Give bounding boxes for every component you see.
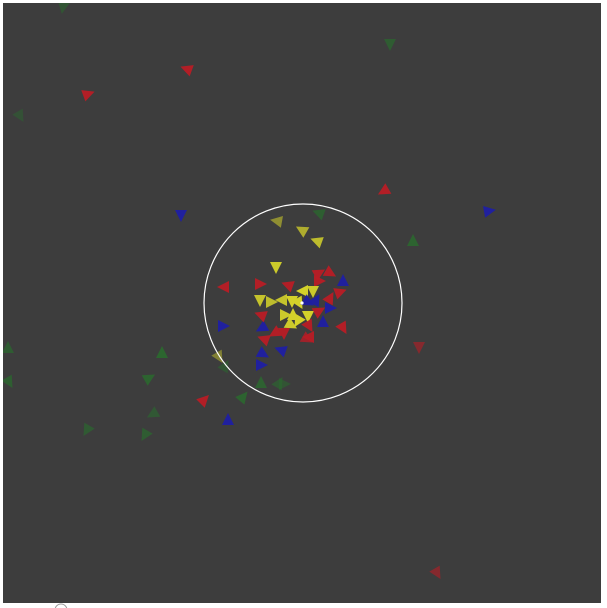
agent-green (57, 3, 70, 14)
agent-red (311, 307, 326, 319)
agent-blue (308, 293, 320, 308)
agent-red (322, 265, 337, 277)
agent-red (281, 281, 295, 293)
agent-yellow (283, 317, 298, 329)
agent-green (407, 234, 419, 246)
agent-green (141, 427, 153, 442)
agent-red (278, 328, 290, 340)
agent-green (235, 391, 248, 405)
agent-red (257, 335, 271, 347)
agent-yellow (270, 215, 283, 228)
agent-red (196, 395, 209, 408)
agent-blue (175, 210, 187, 222)
agent-green (83, 422, 95, 437)
agent-green (146, 406, 161, 418)
agent-red (377, 183, 392, 195)
agent-yellow (310, 237, 324, 249)
agent-blue (255, 346, 270, 358)
agent-blue (483, 205, 496, 218)
agent-red (335, 320, 347, 335)
agent-red (314, 275, 326, 287)
agent-red (254, 311, 268, 323)
agent-blue (222, 413, 234, 425)
agent-red (217, 281, 229, 293)
agent-green (279, 378, 291, 390)
agent-red (311, 269, 326, 281)
agent-blue (325, 302, 337, 314)
agent-green (217, 359, 229, 374)
agent-green (3, 341, 14, 353)
agent-red (180, 65, 194, 77)
agent-yellow (211, 349, 223, 364)
agent-blue (256, 359, 268, 371)
agent-yellow (270, 262, 282, 274)
agents-layer (3, 3, 496, 580)
agent-green (3, 374, 13, 389)
agent-yellow (280, 309, 292, 321)
game-arena[interactable] (3, 3, 601, 603)
agent-yellow (275, 294, 287, 306)
agent-green (312, 209, 326, 221)
agent-red (333, 288, 347, 300)
agent-yellow (307, 286, 319, 298)
circle-outline-icon[interactable] (54, 603, 68, 608)
agent-yellow (291, 295, 303, 310)
agent-blue (317, 315, 329, 327)
agent-red (255, 278, 267, 290)
agent-yellow (266, 296, 278, 308)
agent-yellow (296, 285, 308, 297)
agent-blue (255, 320, 270, 332)
selection-ring (203, 203, 403, 403)
agent-blue (337, 274, 349, 286)
agent-yellow (295, 226, 310, 238)
agent-yellow (254, 295, 266, 307)
agent-red (429, 565, 441, 580)
agent-red (299, 331, 314, 343)
center-marker (300, 301, 304, 305)
agent-red (301, 318, 313, 333)
agent-green (255, 376, 267, 388)
agent-blue (274, 346, 288, 358)
agent-red (322, 291, 334, 306)
agent-red (268, 325, 283, 337)
agent-green (156, 346, 168, 358)
agent-blue (218, 320, 230, 332)
agent-yellow (302, 311, 314, 323)
agent-green (12, 108, 24, 123)
agent-red (81, 90, 95, 102)
agent-yellow (294, 313, 306, 328)
agent-green (141, 374, 156, 386)
agent-red (413, 342, 425, 354)
agent-green (384, 39, 396, 51)
